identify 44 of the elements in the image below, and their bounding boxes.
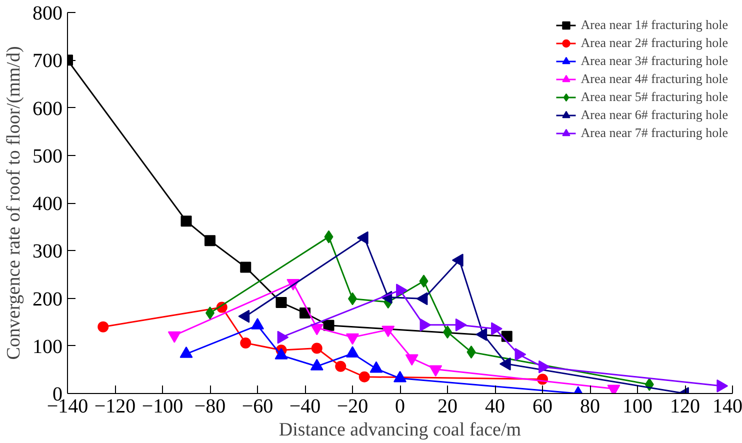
y-tick-label: 200 — [32, 288, 62, 310]
x-tick-label: 100 — [622, 396, 652, 418]
point — [324, 230, 334, 244]
legend-label: Area near 2# fracturing hole — [580, 34, 728, 52]
x-tick-label: −60 — [242, 396, 274, 418]
x-tick-label: −120 — [94, 396, 136, 418]
point — [276, 297, 287, 308]
point — [204, 235, 216, 246]
x-tick-label: 40 — [485, 396, 505, 418]
y-tick-label: 700 — [32, 50, 62, 72]
point — [240, 338, 252, 349]
x-tick-label: 0 — [395, 396, 405, 418]
legend-label: Area near 7# fracturing hole — [580, 124, 728, 142]
point — [180, 216, 192, 227]
y-tick-label: 500 — [32, 145, 62, 168]
legend-label: Area near 3# fracturing hole — [580, 52, 728, 70]
y-tick-label: 100 — [32, 336, 62, 358]
point — [335, 360, 346, 372]
point — [419, 274, 428, 288]
point — [358, 371, 370, 382]
legend-label: Area near 5# fracturing hole — [580, 88, 728, 106]
x-tick-label: −40 — [289, 396, 321, 418]
y-tick-label: 600 — [32, 98, 62, 120]
y-tick-label: 800 — [32, 2, 62, 24]
legend-label: Area near 1# fracturing hole — [580, 16, 728, 34]
x-axis-title: Distance advancing coal face/m — [278, 420, 522, 440]
y-tick-label: 400 — [32, 193, 62, 215]
x-tick-label: −20 — [336, 396, 368, 418]
point — [98, 321, 109, 332]
point — [466, 346, 476, 359]
point — [240, 262, 252, 273]
legend-label: Area near 4# fracturing hole — [580, 70, 728, 88]
x-tick-label: 20 — [438, 396, 458, 418]
x-tick-label: 80 — [580, 396, 600, 418]
y-axis-title: Convergence rate of roof to floor/(mm/d) — [4, 46, 24, 360]
x-tick-label: 60 — [532, 396, 552, 418]
point — [311, 342, 322, 354]
x-tick-label: −100 — [142, 396, 184, 418]
x-tick-label: 120 — [670, 396, 700, 418]
y-tick-label: 300 — [32, 240, 62, 263]
x-tick-label: 140 — [712, 396, 742, 418]
point — [323, 320, 334, 331]
legend-label: Area near 6# fracturing hole — [580, 106, 728, 124]
x-tick-label: −80 — [194, 396, 226, 418]
